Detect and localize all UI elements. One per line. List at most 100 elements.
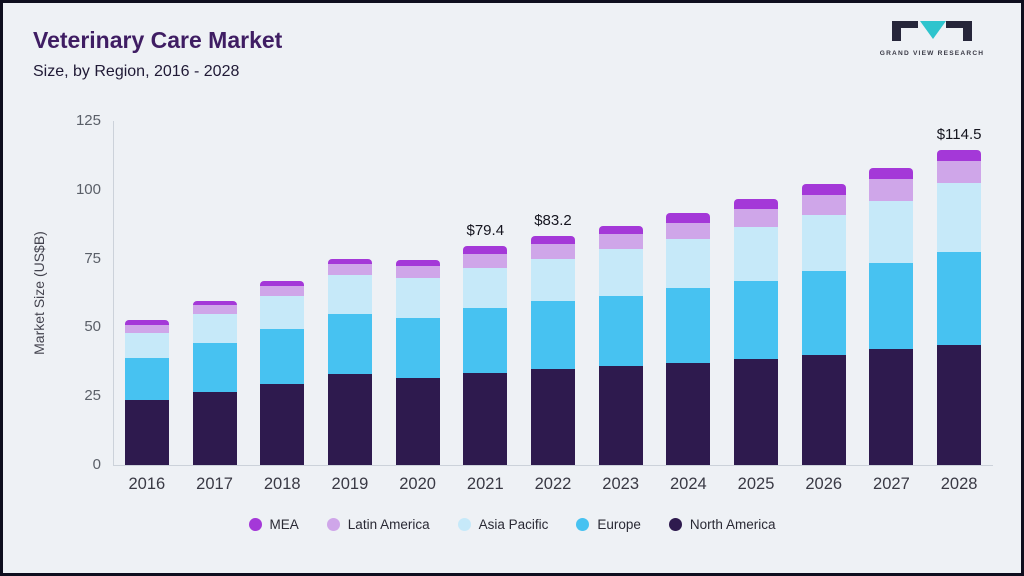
y-tick-label-75: 75 <box>84 249 101 267</box>
bar-2024 <box>666 213 711 465</box>
bar-segment-asia-pacific-2021 <box>463 268 508 309</box>
bars: $79.4 $83.2 $114.5 <box>113 121 993 465</box>
bar-segment-latin-america-2024 <box>666 222 711 240</box>
bar-segment-europe-2027 <box>869 262 914 350</box>
bar-segment-asia-pacific-2020 <box>395 277 440 318</box>
bar-segment-north-america-2020 <box>395 378 440 465</box>
x-tick-label-2021: 2021 <box>466 475 504 493</box>
bar-segment-europe-2022 <box>530 301 575 369</box>
bar-column-2026 <box>790 121 858 465</box>
bar-segment-latin-america-2018 <box>260 286 305 296</box>
x-tick-label-2028: 2028 <box>940 475 978 493</box>
page-subtitle: Size, by Region, 2016 - 2028 <box>33 63 240 80</box>
legend-label-north-america: North America <box>689 517 776 532</box>
bar-2017 <box>192 301 237 465</box>
x-tick-label-2024: 2024 <box>669 475 707 493</box>
legend-swatch-europe <box>576 518 590 531</box>
bar-segment-asia-pacific-2028 <box>937 182 982 252</box>
bar-segment-europe-2019 <box>327 313 372 375</box>
bar-segment-europe-2024 <box>666 287 711 364</box>
bar-column-2016 <box>113 121 181 465</box>
x-axis-labels: 2016 2017 2018 2019 2020 2021 2022 2023 2024 2025… <box>113 475 993 494</box>
bar-segment-north-america-2021 <box>463 372 508 465</box>
legend-swatch-north-america <box>668 518 682 531</box>
legend-swatch-asia-pacific <box>457 518 471 531</box>
bar-2022 <box>530 236 575 465</box>
bar-segment-north-america-2022 <box>530 368 575 465</box>
bar-segment-latin-america-2023 <box>598 233 643 249</box>
page-title: Veterinary Care Market <box>33 27 283 53</box>
bar-segment-mea-2016 <box>124 320 169 325</box>
legend-item-europe: Europe <box>576 517 641 532</box>
bar-column-2024 <box>655 121 723 465</box>
bar-column-2021: $79.4 <box>451 121 519 465</box>
y-axis-line <box>113 121 114 465</box>
bar-segment-mea-2018 <box>260 280 305 287</box>
bar-segment-latin-america-2017 <box>192 305 237 314</box>
bar-segment-europe-2020 <box>395 317 440 379</box>
x-tick-label-2018: 2018 <box>263 475 301 493</box>
bar-2023 <box>598 225 643 465</box>
bar-segment-mea-2023 <box>598 225 643 234</box>
bar-segment-north-america-2027 <box>869 349 914 465</box>
bar-segment-asia-pacific-2025 <box>734 226 779 281</box>
bar-2019 <box>327 258 372 465</box>
y-tick-label-125: 125 <box>75 112 101 129</box>
bar-segment-north-america-2016 <box>124 400 169 465</box>
bar-segment-north-america-2023 <box>598 365 643 465</box>
grand-view-research-logo: GRAND VIEW RESEARCH <box>879 19 985 57</box>
y-tick-label-50: 50 <box>84 318 101 336</box>
y-tick-label-25: 25 <box>84 387 101 405</box>
legend-swatch-latin-america <box>326 518 340 531</box>
bar-segment-north-america-2028 <box>937 345 982 465</box>
bar-segment-mea-2019 <box>327 258 372 265</box>
bar-2020 <box>395 260 440 465</box>
bar-segment-europe-2016 <box>124 357 169 401</box>
bar-2027 <box>869 167 914 465</box>
bar-segment-europe-2017 <box>192 342 237 393</box>
bar-column-2028: $114.5 <box>925 121 993 465</box>
x-tick-label-2017: 2017 <box>196 475 233 493</box>
bar-segment-mea-2022 <box>530 236 575 245</box>
legend-item-north-america: North America <box>668 517 776 532</box>
bar-column-2018 <box>248 121 316 465</box>
bar-segment-mea-2017 <box>192 301 237 306</box>
bar-segment-mea-2027 <box>869 167 914 179</box>
bar-segment-latin-america-2028 <box>937 160 982 183</box>
legend-item-latin-america: Latin America <box>326 517 430 532</box>
bar-segment-asia-pacific-2018 <box>260 295 305 329</box>
bar-segment-asia-pacific-2016 <box>124 332 169 358</box>
y-axis-title: Market Size (US$B) <box>31 231 47 355</box>
bar-segment-europe-2028 <box>937 251 982 346</box>
bar-segment-north-america-2025 <box>734 359 779 465</box>
bar-column-2022: $83.2 <box>519 121 587 465</box>
legend-item-asia-pacific: Asia Pacific <box>457 517 548 532</box>
x-axis-line <box>113 465 993 466</box>
bar-total-label-2028: $114.5 <box>936 125 982 143</box>
bar-segment-asia-pacific-2024 <box>666 239 711 288</box>
logo-mark-icon <box>892 21 972 41</box>
bar-segment-mea-2026 <box>801 184 846 196</box>
bar-column-2017 <box>181 121 249 465</box>
bar-column-2025 <box>722 121 790 465</box>
x-tick-label-2016: 2016 <box>128 475 166 493</box>
bar-segment-asia-pacific-2017 <box>192 313 237 343</box>
bar-segment-latin-america-2021 <box>463 254 508 269</box>
bar-2021 <box>463 246 508 465</box>
logo-text: GRAND VIEW RESEARCH <box>879 50 985 57</box>
x-tick-label-2023: 2023 <box>602 475 640 493</box>
x-tick-label-2020: 2020 <box>399 475 436 493</box>
y-tick-label-0: 0 <box>92 456 101 473</box>
bar-total-label-2022: $83.2 <box>534 212 572 230</box>
bar-segment-asia-pacific-2027 <box>869 200 914 263</box>
bar-segment-europe-2026 <box>801 271 846 355</box>
x-tick-label-2025: 2025 <box>737 475 775 493</box>
legend-label-europe: Europe <box>597 517 641 532</box>
y-axis-ticks: 0 25 50 75 100 125 <box>55 112 101 473</box>
bar-segment-mea-2028 <box>937 149 982 161</box>
bar-column-2020 <box>384 121 452 465</box>
bar-segment-asia-pacific-2019 <box>327 275 372 314</box>
bar-segment-latin-america-2026 <box>801 195 846 215</box>
bar-segment-latin-america-2020 <box>395 265 440 278</box>
